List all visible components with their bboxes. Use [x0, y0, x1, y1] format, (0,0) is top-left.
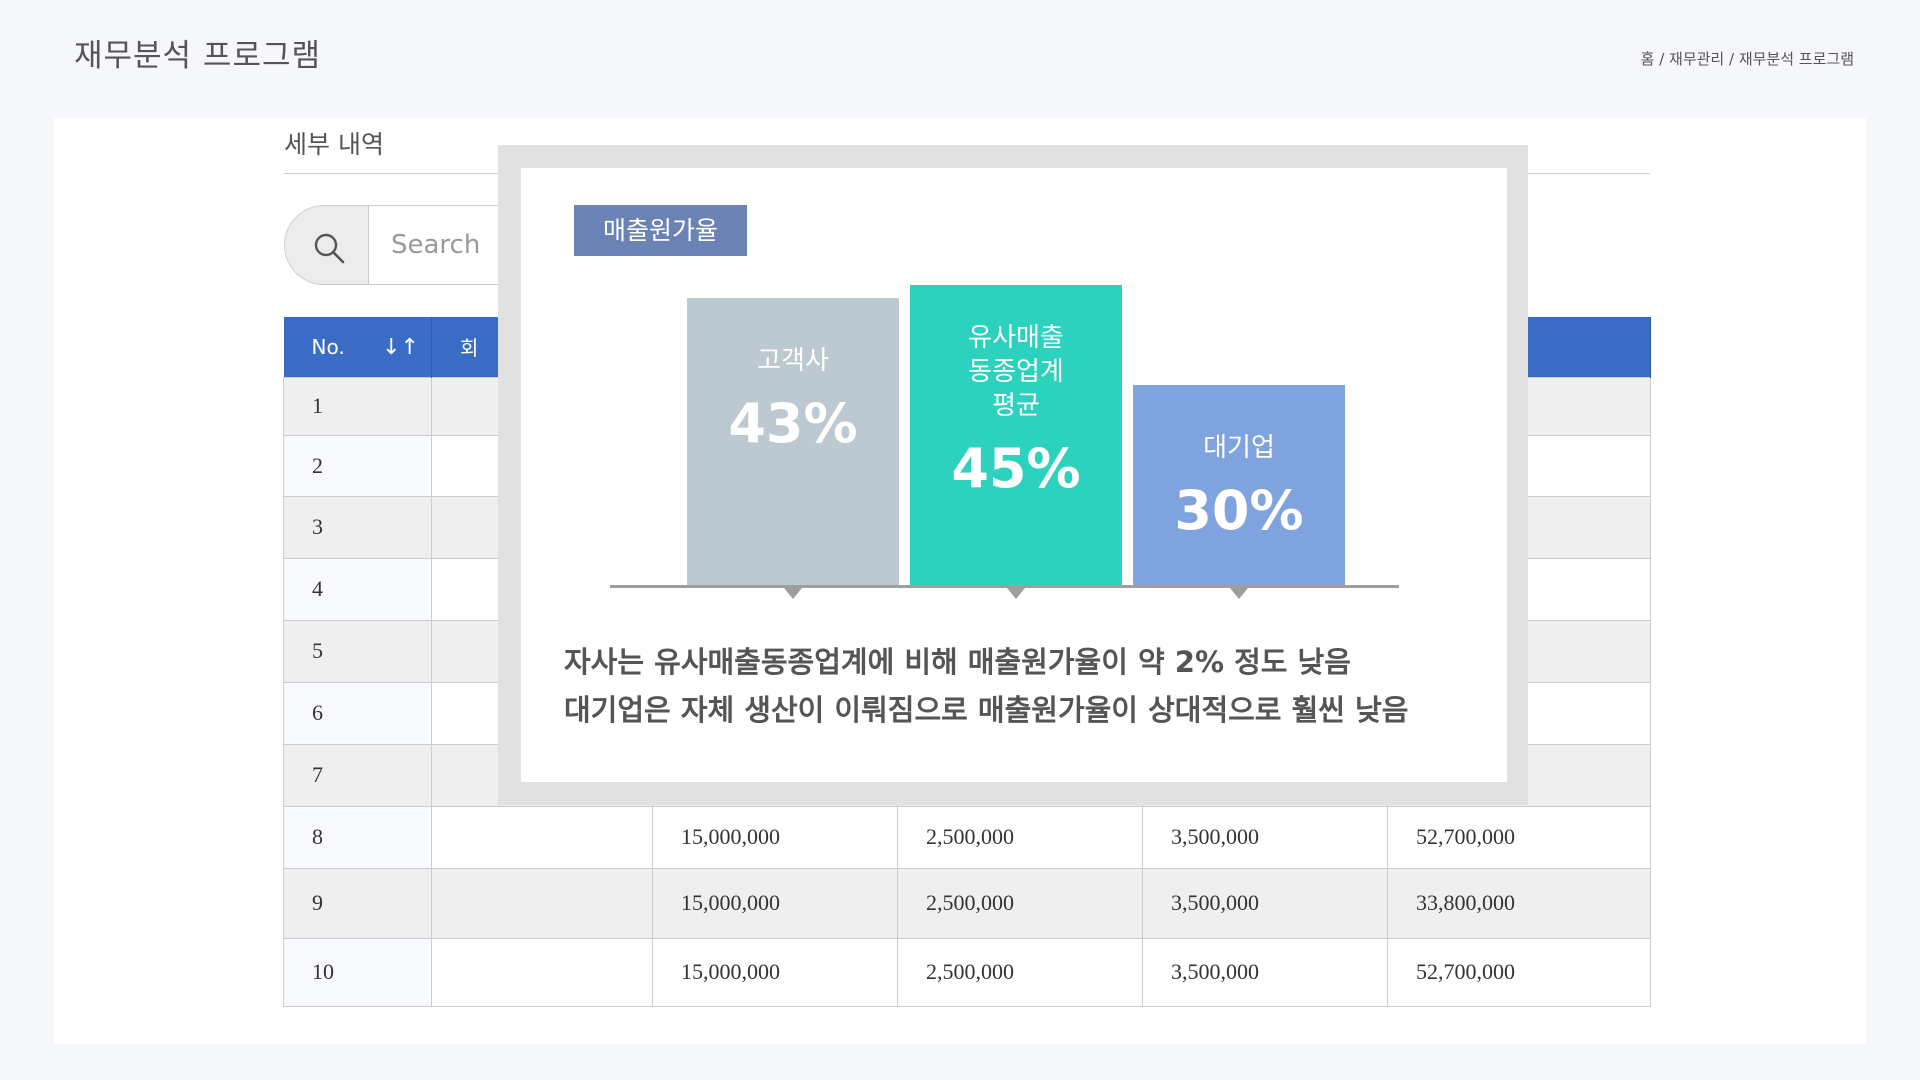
section-title: 세부 내역	[284, 130, 384, 159]
column-header-no[interactable]: No. ↓↑	[283, 317, 432, 377]
row-number: 5	[283, 619, 432, 683]
row-number: 9	[283, 867, 432, 939]
row-number: 10	[283, 937, 432, 1007]
table-cell: 15,000,000	[652, 867, 898, 939]
table-cell: 15,000,000	[652, 805, 898, 869]
bar-pointer	[1007, 588, 1025, 599]
description-line-1: 자사는 유사매출동종업계에 비해 매출원가율이 약 2% 정도 낮음	[564, 645, 1351, 679]
table-row[interactable]: 8 15,000,000 2,500,000 3,500,000 52,700,000	[283, 805, 1651, 869]
table-cell	[431, 937, 653, 1007]
row-number: 3	[283, 495, 432, 559]
cost-ratio-modal: 매출원가율 고객사 43% 유사매출 동종업계 평균 45% 대기업 30% 자사는 유사…	[521, 168, 1507, 782]
table-cell: 33,800,000	[1387, 867, 1651, 939]
bar-label: 고객사	[757, 346, 829, 376]
page-title: 재무분석 프로그램	[74, 38, 322, 74]
chart-baseline	[610, 585, 1399, 588]
row-number: 1	[283, 376, 432, 436]
row-number: 8	[283, 805, 432, 869]
table-cell: 2,500,000	[897, 805, 1143, 869]
search-icon	[314, 233, 345, 264]
table-cell: 3,500,000	[1142, 867, 1388, 939]
breadcrumb: 홈 / 재무관리 / 재무분석 프로그램	[1640, 50, 1854, 68]
modal-description: 자사는 유사매출동종업계에 비해 매출원가율이 약 2% 정도 낮음 대기업은 …	[564, 638, 1408, 734]
search-box	[284, 205, 524, 285]
bar-label: 대기업	[1203, 433, 1275, 463]
bar-value-label: 45%	[951, 437, 1081, 500]
table-cell: 2,500,000	[897, 867, 1143, 939]
table-row[interactable]: 9 15,000,000 2,500,000 3,500,000 33,800,000	[283, 867, 1651, 939]
table-cell: 15,000,000	[652, 937, 898, 1007]
sort-icon[interactable]: ↓↑	[382, 335, 419, 360]
bar-label: 유사매출 동종업계 평균	[968, 323, 1064, 421]
search-button[interactable]	[285, 206, 369, 284]
row-number: 4	[283, 557, 432, 621]
bar-value-label: 30%	[1174, 479, 1304, 542]
bar-value-label: 43%	[728, 392, 858, 455]
bar-customer: 고객사 43%	[687, 298, 899, 599]
table-cell	[431, 805, 653, 869]
cost-ratio-chart: 고객사 43% 유사매출 동종업계 평균 45% 대기업 30%	[521, 168, 1507, 608]
table-cell: 52,700,000	[1387, 937, 1651, 1007]
bar-pointer	[784, 588, 802, 599]
bar-pointer	[1230, 588, 1248, 599]
bar-enterprise: 대기업 30%	[1133, 385, 1345, 599]
table-cell: 3,500,000	[1142, 805, 1388, 869]
table-cell	[431, 867, 653, 939]
table-cell: 52,700,000	[1387, 805, 1651, 869]
row-number: 6	[283, 681, 432, 745]
row-number: 2	[283, 434, 432, 497]
table-cell: 3,500,000	[1142, 937, 1388, 1007]
description-line-2: 대기업은 자체 생산이 이뤄짐으로 매출원가율이 상대적으로 훨씬 낮음	[564, 693, 1409, 727]
bar-industry-average: 유사매출 동종업계 평균 45%	[910, 285, 1122, 599]
row-number: 7	[283, 743, 432, 807]
table-row[interactable]: 10 15,000,000 2,500,000 3,500,000 52,700,000	[283, 937, 1651, 1007]
table-cell: 2,500,000	[897, 937, 1143, 1007]
modal-badge: 매출원가율	[574, 205, 747, 256]
